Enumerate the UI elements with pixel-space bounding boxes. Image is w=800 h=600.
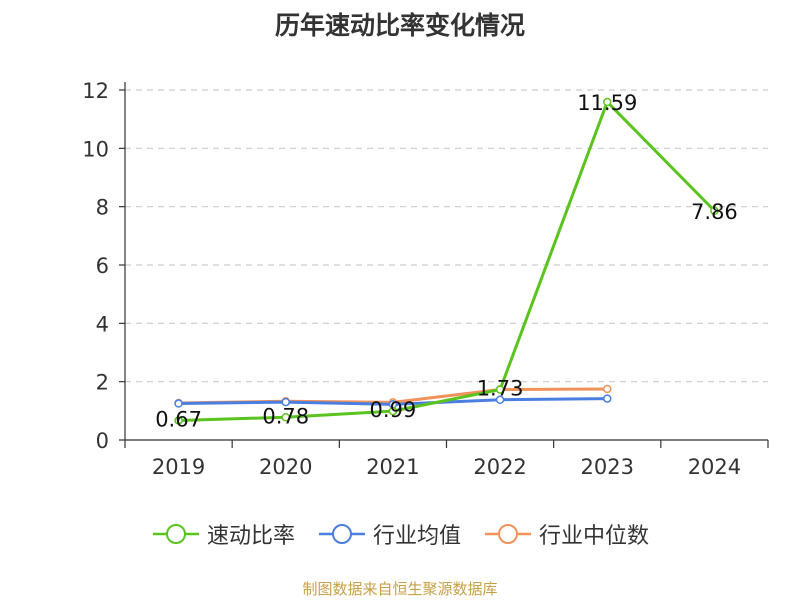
source-note: 制图数据来自恒生聚源数据库 (302, 580, 498, 598)
legend-marker-quick-ratio (152, 524, 199, 544)
y-tick-label: 12 (82, 79, 109, 103)
data-point (603, 384, 612, 394)
legend-label: 行业均值 (372, 524, 461, 549)
legend-item-quick-ratio[interactable]: 速动比率 (151, 518, 295, 550)
chart-title: 历年速动比率变化情况 (274, 11, 525, 40)
x-tick-label: 2019 (152, 455, 205, 479)
legend-marker-industry-mean (318, 524, 365, 544)
data-labels: 0.67 0.78 0.99 1.73 11.59 7.86 (155, 91, 738, 432)
data-label: 11.59 (577, 91, 637, 115)
y-tick-label: 4 (96, 312, 109, 336)
legend-item-industry-mean[interactable]: 行业均值 (317, 518, 461, 550)
y-tick-label: 10 (82, 137, 109, 161)
data-point (174, 399, 183, 408)
data-label: 1.73 (477, 377, 524, 401)
data-label: 0.99 (370, 398, 417, 422)
legend-item-industry-median[interactable]: 行业中位数 (483, 518, 649, 550)
legend-marker-industry-median (485, 524, 531, 544)
data-point (388, 406, 398, 416)
data-point (603, 97, 612, 107)
data-label: 0.67 (155, 407, 202, 431)
legend: 速动比率 行业均值 行业中位数 (0, 518, 800, 550)
data-label: 7.86 (691, 200, 738, 224)
legend-label: 行业中位数 (539, 524, 650, 549)
y-tick-label: 6 (96, 254, 109, 278)
y-tick-label: 0 (96, 429, 109, 453)
data-point (495, 385, 505, 394)
data-point (281, 413, 290, 422)
series-lines (174, 97, 719, 425)
y-tick-label: 8 (96, 196, 109, 220)
series-line (178, 100, 716, 422)
x-tick-label: 2023 (581, 455, 634, 479)
legend-label: 速动比率 (206, 524, 295, 549)
x-tick-label: 2020 (259, 455, 312, 479)
axes: 0 2 4 6 8 10 12 2019 2020 2021 2022 2023 2024 (82, 79, 769, 479)
x-tick-label: 2024 (688, 455, 741, 479)
data-point (174, 416, 183, 425)
x-tick-label: 2022 (473, 455, 526, 479)
data-point (281, 397, 290, 407)
x-tick-label: 2021 (366, 455, 419, 479)
data-point (603, 394, 612, 403)
data-point (495, 395, 505, 404)
y-tick-label: 2 (96, 371, 109, 395)
grid-lines (125, 89, 768, 383)
data-label: 0.78 (262, 404, 309, 428)
data-point (710, 206, 719, 215)
